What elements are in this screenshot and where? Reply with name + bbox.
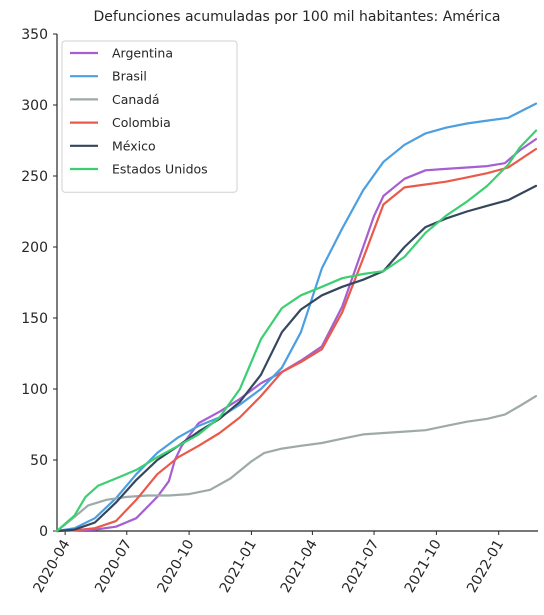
legend-label: Canadá — [112, 92, 160, 107]
chart-title: Defunciones acumuladas por 100 mil habit… — [94, 9, 501, 25]
legend-label: México — [112, 138, 156, 153]
legend-frame — [61, 40, 238, 193]
x-tick-label: 2021-07 — [339, 537, 382, 596]
series-line-1 — [55, 102, 538, 533]
legend-label: Brasil — [112, 69, 147, 84]
series-line-2 — [55, 395, 538, 533]
legend-label: Argentina — [112, 46, 173, 61]
series-layer — [55, 102, 538, 533]
y-tick-label: 350 — [21, 27, 48, 43]
series-line-5 — [55, 129, 538, 533]
x-tick-label: 2020-07 — [92, 537, 135, 596]
legend-label: Colombia — [112, 115, 171, 130]
y-tick-label: 100 — [21, 382, 48, 398]
legend-label: Estados Unidos — [112, 162, 208, 177]
series-line-4 — [55, 184, 538, 533]
legend: Argentina Brasil Canadá Colombia México Estad… — [61, 40, 238, 193]
x-tick-label: 2020-10 — [154, 537, 197, 596]
series-line-3 — [55, 147, 538, 533]
x-tick-label: 2021-01 — [217, 537, 260, 596]
y-tick-label: 300 — [21, 98, 48, 114]
x-tick-label: 2020-04 — [30, 537, 73, 596]
y-tick-label: 50 — [30, 453, 48, 469]
x-tick-label: 2021-10 — [402, 537, 445, 596]
y-tick-label: 150 — [21, 311, 48, 327]
y-tick-label: 0 — [39, 524, 48, 540]
y-tick-label: 200 — [21, 240, 48, 256]
x-tick-label: 2022-01 — [464, 537, 507, 596]
y-tick-label: 250 — [21, 169, 48, 185]
x-tick-label: 2021-04 — [278, 537, 321, 596]
